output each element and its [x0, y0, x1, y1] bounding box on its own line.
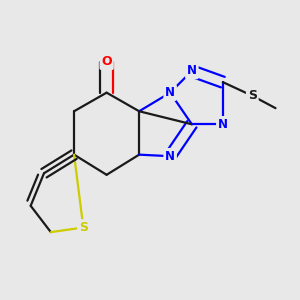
Text: N: N — [218, 118, 228, 131]
Text: N: N — [187, 64, 197, 77]
Text: N: N — [165, 86, 175, 99]
Text: S: S — [79, 221, 88, 234]
Text: O: O — [101, 55, 112, 68]
Text: N: N — [165, 150, 175, 163]
Text: S: S — [248, 89, 257, 102]
